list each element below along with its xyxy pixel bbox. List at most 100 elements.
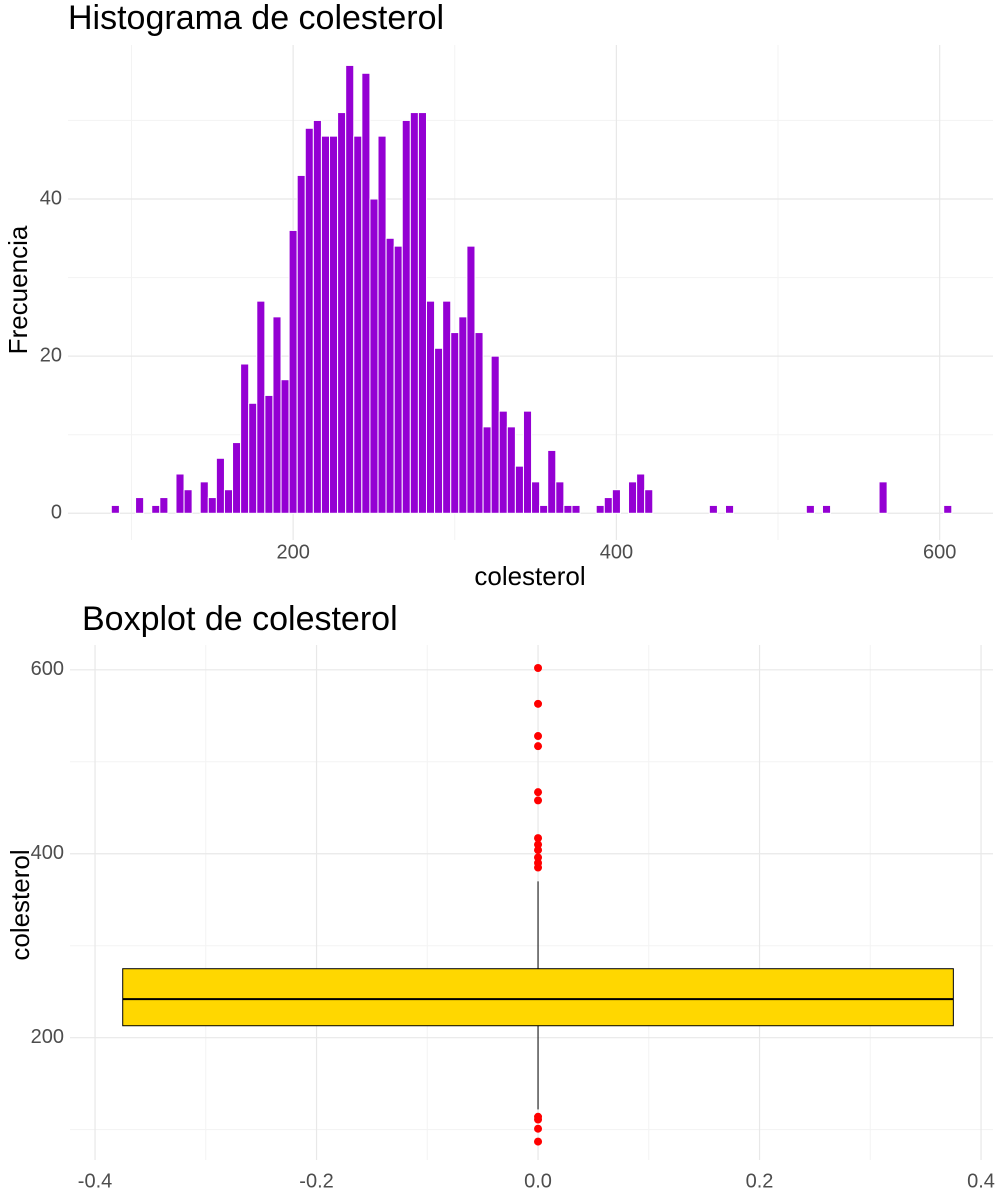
bar bbox=[425, 300, 436, 514]
bar bbox=[272, 316, 282, 514]
bar bbox=[563, 504, 573, 514]
bar bbox=[708, 504, 718, 514]
outlier bbox=[534, 663, 543, 672]
bar bbox=[353, 135, 363, 514]
bar bbox=[207, 497, 217, 514]
bar bbox=[539, 504, 549, 514]
bar bbox=[369, 198, 379, 514]
bar bbox=[644, 489, 654, 514]
outlier bbox=[534, 846, 543, 855]
outlier bbox=[534, 732, 543, 741]
y-tick-label: 400 bbox=[31, 842, 64, 864]
bar bbox=[571, 504, 581, 514]
x-tick-label: 600 bbox=[923, 541, 956, 563]
y-tick-label: 600 bbox=[31, 658, 64, 680]
bar bbox=[320, 135, 331, 514]
outlier bbox=[534, 1115, 543, 1124]
bar bbox=[417, 112, 427, 514]
bar bbox=[482, 426, 492, 514]
y-tick-label: 20 bbox=[40, 344, 62, 366]
bar bbox=[506, 426, 516, 514]
bar bbox=[159, 497, 169, 514]
x-tick-label: 200 bbox=[276, 541, 309, 563]
outlier bbox=[534, 1124, 543, 1133]
box bbox=[122, 968, 954, 1027]
bar bbox=[110, 504, 120, 514]
bar bbox=[628, 481, 638, 514]
bar bbox=[434, 347, 444, 514]
x-axis-title: colesterol bbox=[474, 561, 585, 591]
bar bbox=[151, 504, 161, 514]
bar bbox=[450, 332, 460, 514]
bar bbox=[555, 481, 565, 514]
bar bbox=[547, 449, 557, 514]
bar bbox=[490, 355, 500, 514]
bar bbox=[215, 457, 225, 514]
bar bbox=[474, 332, 484, 514]
x-tick-label: 0.2 bbox=[746, 1170, 774, 1192]
outlier bbox=[534, 699, 543, 708]
bar bbox=[603, 497, 613, 514]
outlier bbox=[534, 742, 543, 751]
bar bbox=[296, 174, 306, 514]
bar bbox=[264, 394, 274, 514]
bar bbox=[611, 489, 621, 514]
bar bbox=[401, 119, 411, 514]
bar bbox=[329, 135, 339, 514]
bar bbox=[199, 481, 209, 514]
outlier bbox=[534, 796, 543, 805]
chart-title: Boxplot de colesterol bbox=[82, 600, 398, 638]
y-tick-label: 0 bbox=[51, 502, 62, 524]
bar bbox=[636, 473, 646, 514]
x-tick-label: 400 bbox=[600, 541, 633, 563]
x-tick-label: 0.4 bbox=[967, 1170, 995, 1192]
bar bbox=[183, 489, 193, 514]
x-tick-label: -0.2 bbox=[299, 1170, 333, 1192]
bar bbox=[878, 481, 888, 514]
bar bbox=[385, 237, 395, 514]
bar bbox=[514, 465, 524, 514]
bar bbox=[304, 127, 314, 514]
outlier bbox=[534, 1137, 543, 1146]
bar bbox=[248, 402, 258, 514]
outlier bbox=[534, 853, 543, 862]
bar bbox=[442, 300, 452, 514]
y-tick-label: 40 bbox=[40, 187, 62, 209]
bar bbox=[256, 300, 266, 514]
bar bbox=[175, 473, 185, 514]
bar bbox=[409, 112, 419, 514]
outlier bbox=[534, 840, 543, 849]
bar bbox=[288, 229, 298, 514]
bar bbox=[393, 245, 403, 514]
bar bbox=[821, 504, 832, 514]
bar bbox=[943, 504, 953, 514]
outlier bbox=[534, 788, 543, 797]
outlier bbox=[534, 834, 543, 843]
x-tick-label: -0.4 bbox=[78, 1170, 112, 1192]
bar bbox=[240, 363, 250, 514]
bar bbox=[361, 72, 371, 514]
bar bbox=[595, 504, 605, 514]
bar bbox=[522, 410, 533, 514]
bar bbox=[458, 316, 468, 514]
y-axis-title: Frecuencia bbox=[3, 225, 33, 354]
bar bbox=[280, 379, 290, 514]
bar bbox=[377, 135, 387, 514]
bar bbox=[725, 504, 735, 514]
bar bbox=[232, 442, 242, 514]
bar bbox=[135, 497, 145, 514]
bar bbox=[466, 245, 476, 514]
bar bbox=[531, 481, 541, 514]
bar bbox=[345, 64, 355, 514]
y-tick-label: 200 bbox=[31, 1026, 64, 1048]
x-tick-label: 0.0 bbox=[524, 1170, 552, 1192]
y-axis-title: colesterol bbox=[5, 849, 35, 960]
bar bbox=[337, 112, 347, 514]
outlier bbox=[534, 863, 543, 872]
bar bbox=[312, 119, 322, 514]
bar bbox=[805, 504, 815, 514]
chart-title: Histograma de colesterol bbox=[68, 0, 444, 37]
bar bbox=[223, 489, 234, 514]
bar bbox=[498, 410, 508, 514]
